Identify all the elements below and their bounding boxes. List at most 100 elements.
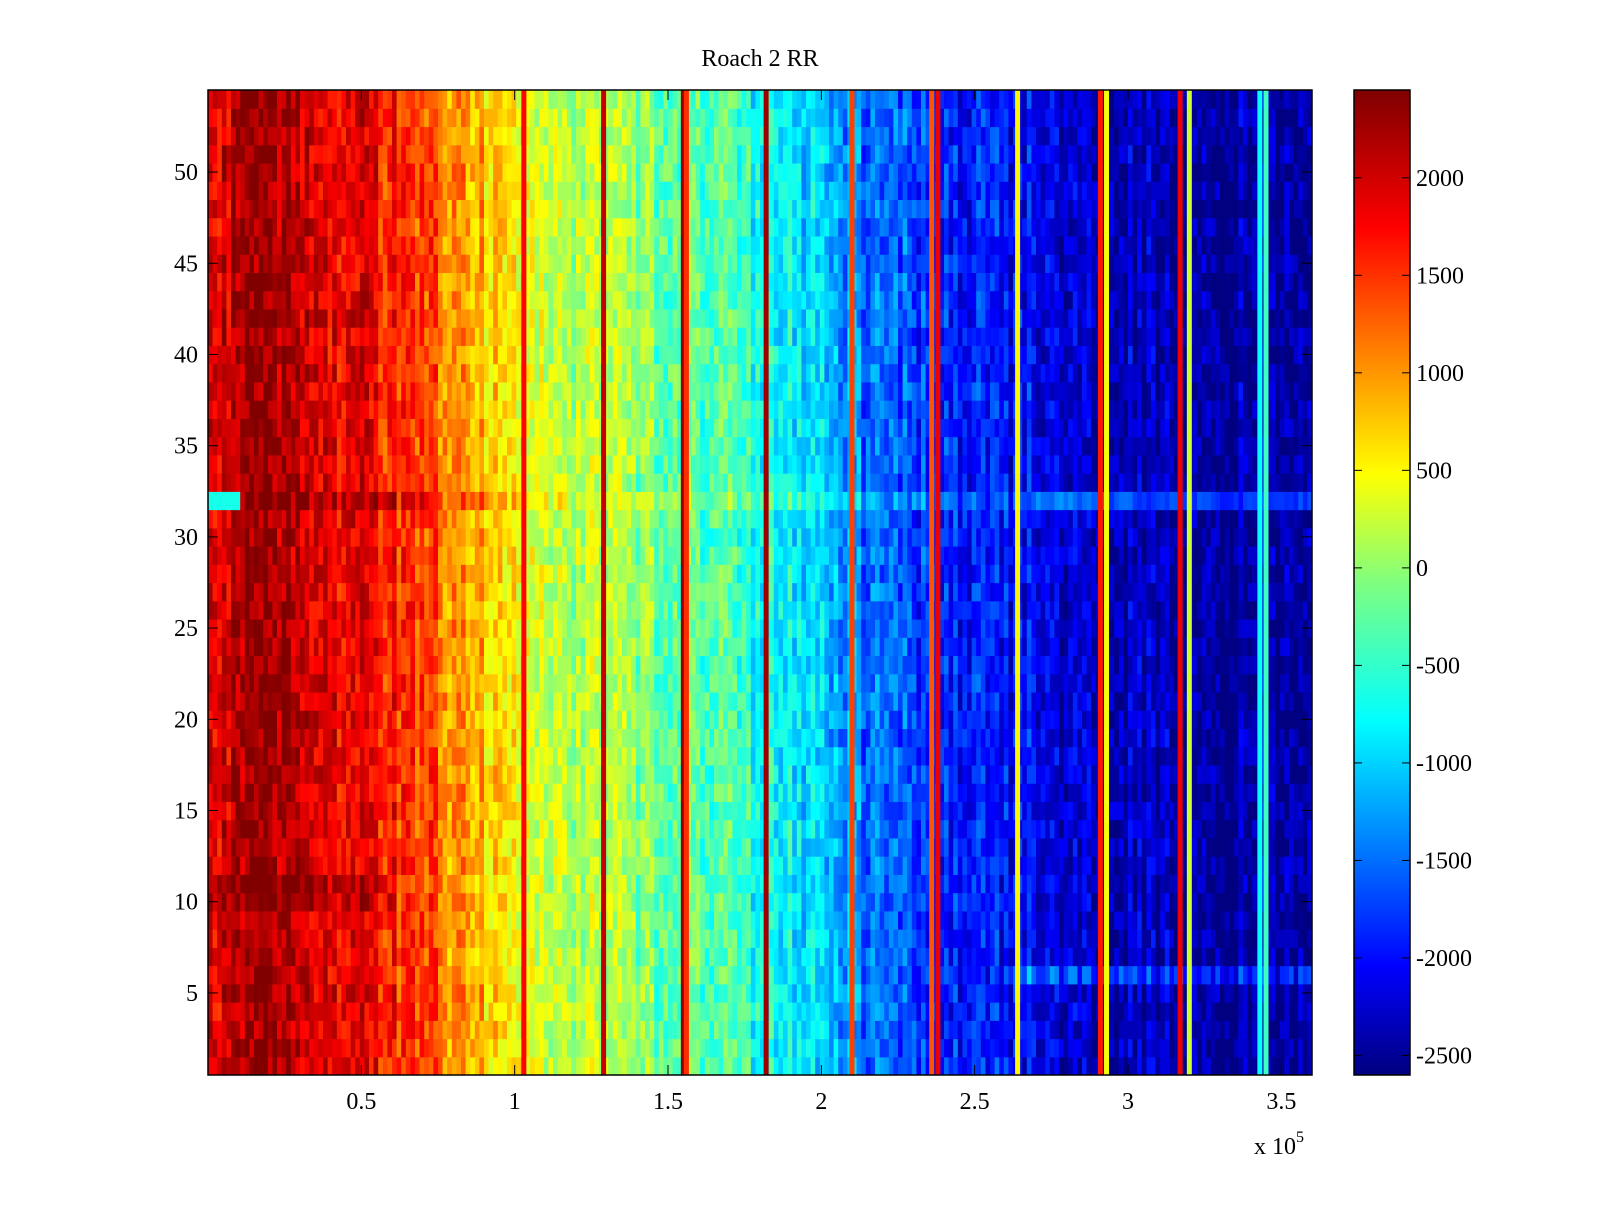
- heatmap-cell: [456, 126, 462, 146]
- heatmap-cell: [580, 710, 586, 730]
- heatmap-cell: [355, 509, 361, 529]
- heatmap-cell: [516, 1038, 522, 1058]
- heatmap-cell: [511, 929, 517, 948]
- heatmap-cell: [410, 345, 416, 365]
- heatmap-cell: [263, 108, 269, 128]
- heatmap-cell: [534, 108, 540, 128]
- heatmap-cell: [369, 1020, 375, 1040]
- heatmap-cell: [226, 454, 232, 474]
- heatmap-cell: [364, 108, 370, 128]
- heatmap-cell: [539, 126, 545, 146]
- heatmap-cell: [589, 272, 595, 292]
- heatmap-cell: [235, 418, 241, 438]
- heatmap-cell: [474, 381, 480, 401]
- heatmap-cell: [327, 655, 333, 675]
- heatmap-cell: [359, 582, 365, 602]
- heatmap-cell: [626, 673, 632, 693]
- heatmap-cell: [438, 454, 444, 474]
- heatmap-cell: [244, 929, 250, 948]
- heatmap-cell: [562, 564, 568, 584]
- heatmap-cell: [419, 691, 425, 711]
- heatmap-cell: [589, 345, 595, 365]
- heatmap-cell: [493, 746, 499, 766]
- heatmap-cell: [474, 345, 480, 365]
- heatmap-cell: [507, 746, 513, 766]
- heatmap-cell: [235, 910, 241, 930]
- heatmap-cell: [373, 181, 379, 201]
- heatmap-cell: [474, 637, 480, 657]
- heatmap-cell: [359, 90, 365, 109]
- heatmap-cell: [249, 509, 255, 529]
- heatmap-cell: [332, 929, 338, 948]
- heatmap-cell: [415, 235, 421, 255]
- heatmap-cell: [359, 929, 365, 948]
- heatmap-cell: [323, 947, 329, 967]
- heatmap-cell: [539, 746, 545, 766]
- heatmap-cell: [479, 162, 485, 182]
- heatmap-cell: [290, 983, 296, 1003]
- heatmap-cell: [290, 582, 296, 602]
- heatmap-cell: [359, 473, 365, 492]
- heatmap-cell: [608, 819, 614, 839]
- heatmap-cell: [304, 783, 310, 802]
- heatmap-cell: [516, 90, 522, 109]
- heatmap-cell: [401, 363, 407, 383]
- heatmap-cell: [254, 108, 260, 128]
- heatmap-cell: [438, 728, 444, 748]
- heatmap-cell: [387, 181, 393, 201]
- heatmap-cell: [589, 327, 595, 346]
- heatmap-cell: [442, 600, 448, 620]
- heatmap-cell: [497, 381, 503, 401]
- heatmap-cell: [313, 910, 319, 930]
- heatmap-cell: [318, 710, 324, 730]
- heatmap-cell: [405, 892, 411, 912]
- heatmap-cell: [470, 126, 476, 146]
- heatmap-cell: [382, 527, 388, 547]
- heatmap-cell: [502, 746, 508, 766]
- heatmap-cell: [562, 363, 568, 383]
- heatmap-cell: [221, 618, 227, 638]
- heatmap-cell: [341, 235, 347, 255]
- heatmap-cell: [263, 837, 269, 857]
- heatmap-cell: [258, 910, 264, 930]
- heatmap-cell: [387, 564, 393, 584]
- heatmap-cell: [396, 929, 402, 948]
- heatmap-cell: [369, 801, 375, 821]
- heatmap-cell: [502, 491, 508, 511]
- heatmap-cell: [231, 728, 237, 748]
- heatmap-cell: [267, 691, 273, 711]
- heatmap-cell: [511, 126, 517, 146]
- heatmap-cell: [217, 90, 223, 109]
- heatmap-cell: [323, 144, 329, 164]
- heatmap-cell: [300, 381, 306, 401]
- heatmap-cell: [277, 290, 283, 310]
- heatmap-cell: [530, 1038, 536, 1058]
- heatmap-cell: [290, 637, 296, 657]
- heatmap-cell: [405, 582, 411, 602]
- heatmap-cell: [405, 1056, 411, 1075]
- heatmap-cell: [323, 546, 329, 565]
- heatmap-cell: [557, 1038, 563, 1058]
- heatmap-cell: [447, 327, 453, 346]
- heatmap-cell: [290, 618, 296, 638]
- heatmap-cell: [419, 126, 425, 146]
- heatmap-cell: [543, 983, 549, 1003]
- heatmap-cell: [346, 436, 352, 456]
- heatmap-cell: [525, 90, 531, 109]
- heatmap-cell: [323, 363, 329, 383]
- heatmap-cell: [281, 509, 287, 529]
- heatmap-cell: [548, 126, 554, 146]
- heatmap-cell: [336, 436, 342, 456]
- heatmap-cell: [474, 126, 480, 146]
- heatmap-cell: [484, 217, 490, 237]
- heatmap-cell: [553, 1002, 559, 1021]
- heatmap-cell: [447, 856, 453, 875]
- heatmap-cell: [327, 144, 333, 164]
- heatmap-cell: [332, 910, 338, 930]
- heatmap-cell: [488, 783, 494, 802]
- heatmap-cell: [608, 108, 614, 128]
- heatmap-cell: [350, 837, 356, 857]
- heatmap-cell: [612, 1056, 618, 1075]
- heatmap-cell: [465, 856, 471, 875]
- heatmap-cell: [530, 710, 536, 730]
